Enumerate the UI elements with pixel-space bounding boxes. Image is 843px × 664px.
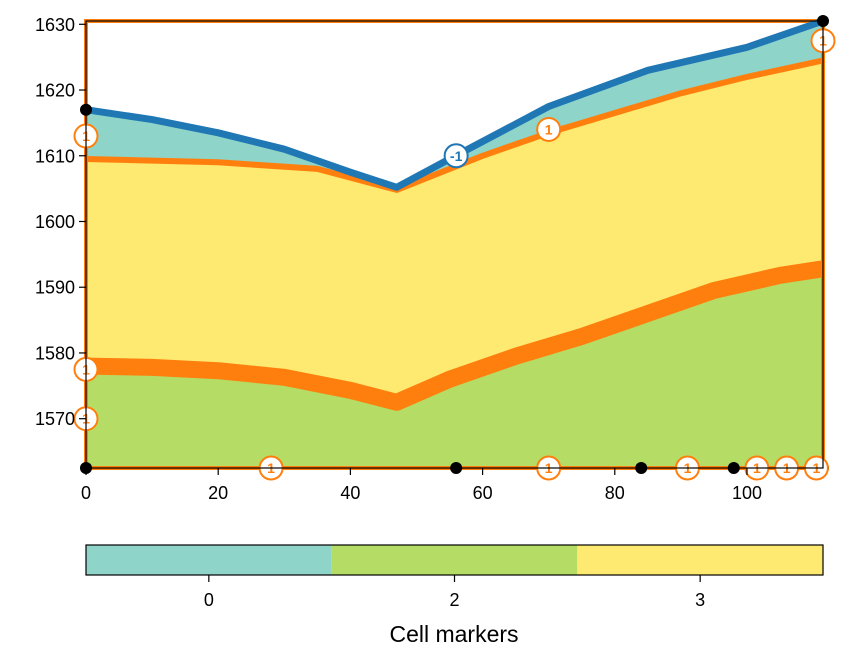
surface-boundary-line xyxy=(82,17,827,191)
plot-frame xyxy=(85,20,824,469)
interface-marker-label-circle xyxy=(536,116,562,142)
interface-marker-label: 1 xyxy=(536,116,562,142)
y-axis: 1570 1580 1590 1600 1610 1620 1630 xyxy=(35,15,86,429)
x-tick-label: 0 xyxy=(81,483,91,503)
x-tick-label: 80 xyxy=(605,483,625,503)
y-tick-label: 1620 xyxy=(35,81,75,101)
colorbar-segment xyxy=(86,545,332,575)
colorbar-segment xyxy=(331,545,578,575)
surface-marker-label-circle xyxy=(443,143,469,169)
y-tick-label: 1600 xyxy=(35,212,75,232)
region-marker-3 xyxy=(86,60,823,403)
y-tick-label: 1570 xyxy=(35,409,75,429)
colorbar-tick-label: 0 xyxy=(204,590,214,610)
x-tick-label: 40 xyxy=(340,483,360,503)
colorbar-title: Cell markers xyxy=(389,621,518,647)
x-axis: 0 20 40 60 80 100 xyxy=(81,468,762,503)
surface-marker-label-text: -1 xyxy=(450,148,463,164)
colorbar-tick-label: 2 xyxy=(449,590,459,610)
x-tick-label: 60 xyxy=(473,483,493,503)
lower-interface-line xyxy=(86,260,823,411)
y-tick-label: 1590 xyxy=(35,278,75,298)
y-tick-label: 1580 xyxy=(35,343,75,363)
y-tick-label: 1630 xyxy=(35,15,75,35)
interface-marker-label-text: 1 xyxy=(545,121,553,137)
colorbar-segment xyxy=(577,545,823,575)
upper-interface-line xyxy=(86,57,823,193)
surface-marker-label: -1 xyxy=(443,143,469,169)
colorbar: 0 2 3 Cell markers xyxy=(85,544,824,647)
x-tick-label: 20 xyxy=(208,483,228,503)
x-tick-label: 100 xyxy=(732,483,762,503)
colorbar-tick-label: 3 xyxy=(695,590,705,610)
y-tick-label: 1610 xyxy=(35,146,75,166)
